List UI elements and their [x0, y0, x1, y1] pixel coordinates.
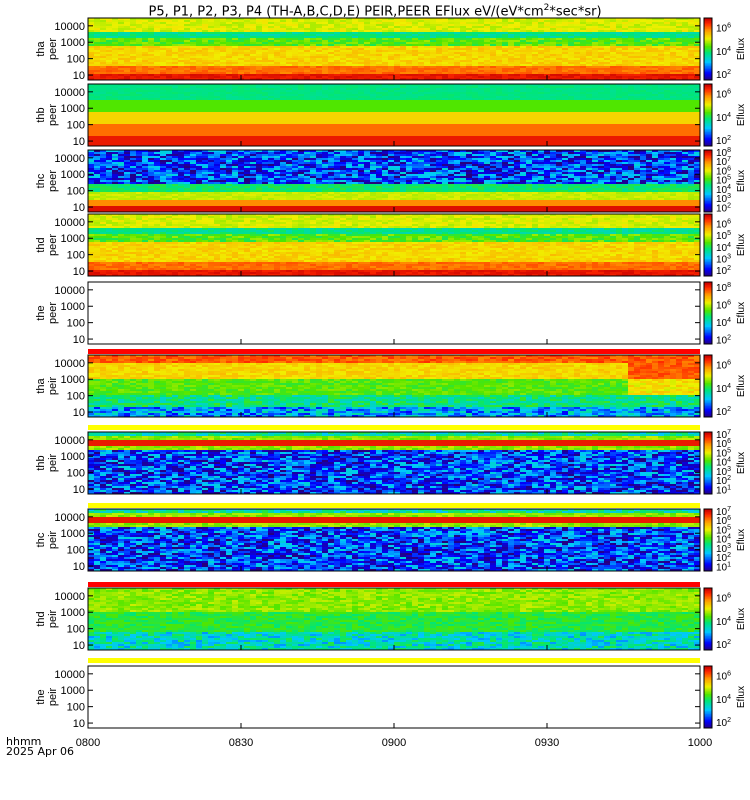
panel-label: thapeer	[35, 38, 59, 60]
colorbar-tick-label: 102	[716, 69, 731, 81]
panel-tha-peer: 10000 1000 100 10 thapeer 102 104 106 Eflux	[35, 18, 747, 82]
y-tick-label: 10000	[54, 21, 85, 33]
colorbar: 102 104 106 Eflux	[704, 18, 747, 81]
y-tick-label: 100	[67, 54, 85, 66]
colorbar-tick-label: 106	[716, 22, 731, 34]
spectrogram-cells	[88, 84, 700, 146]
panel-thb-peer: 10000100010010thbpeer102104106Eflux	[35, 84, 747, 148]
spectrogram-cells	[88, 18, 700, 80]
probe-label: tha	[35, 40, 47, 56]
y-tick-label: 10	[73, 70, 85, 82]
y-tick-label: 1000	[61, 37, 85, 49]
species-label: peer	[47, 38, 59, 60]
colorbar-tick-label: 104	[716, 46, 731, 58]
colorbar-label: Eflux	[736, 38, 747, 60]
